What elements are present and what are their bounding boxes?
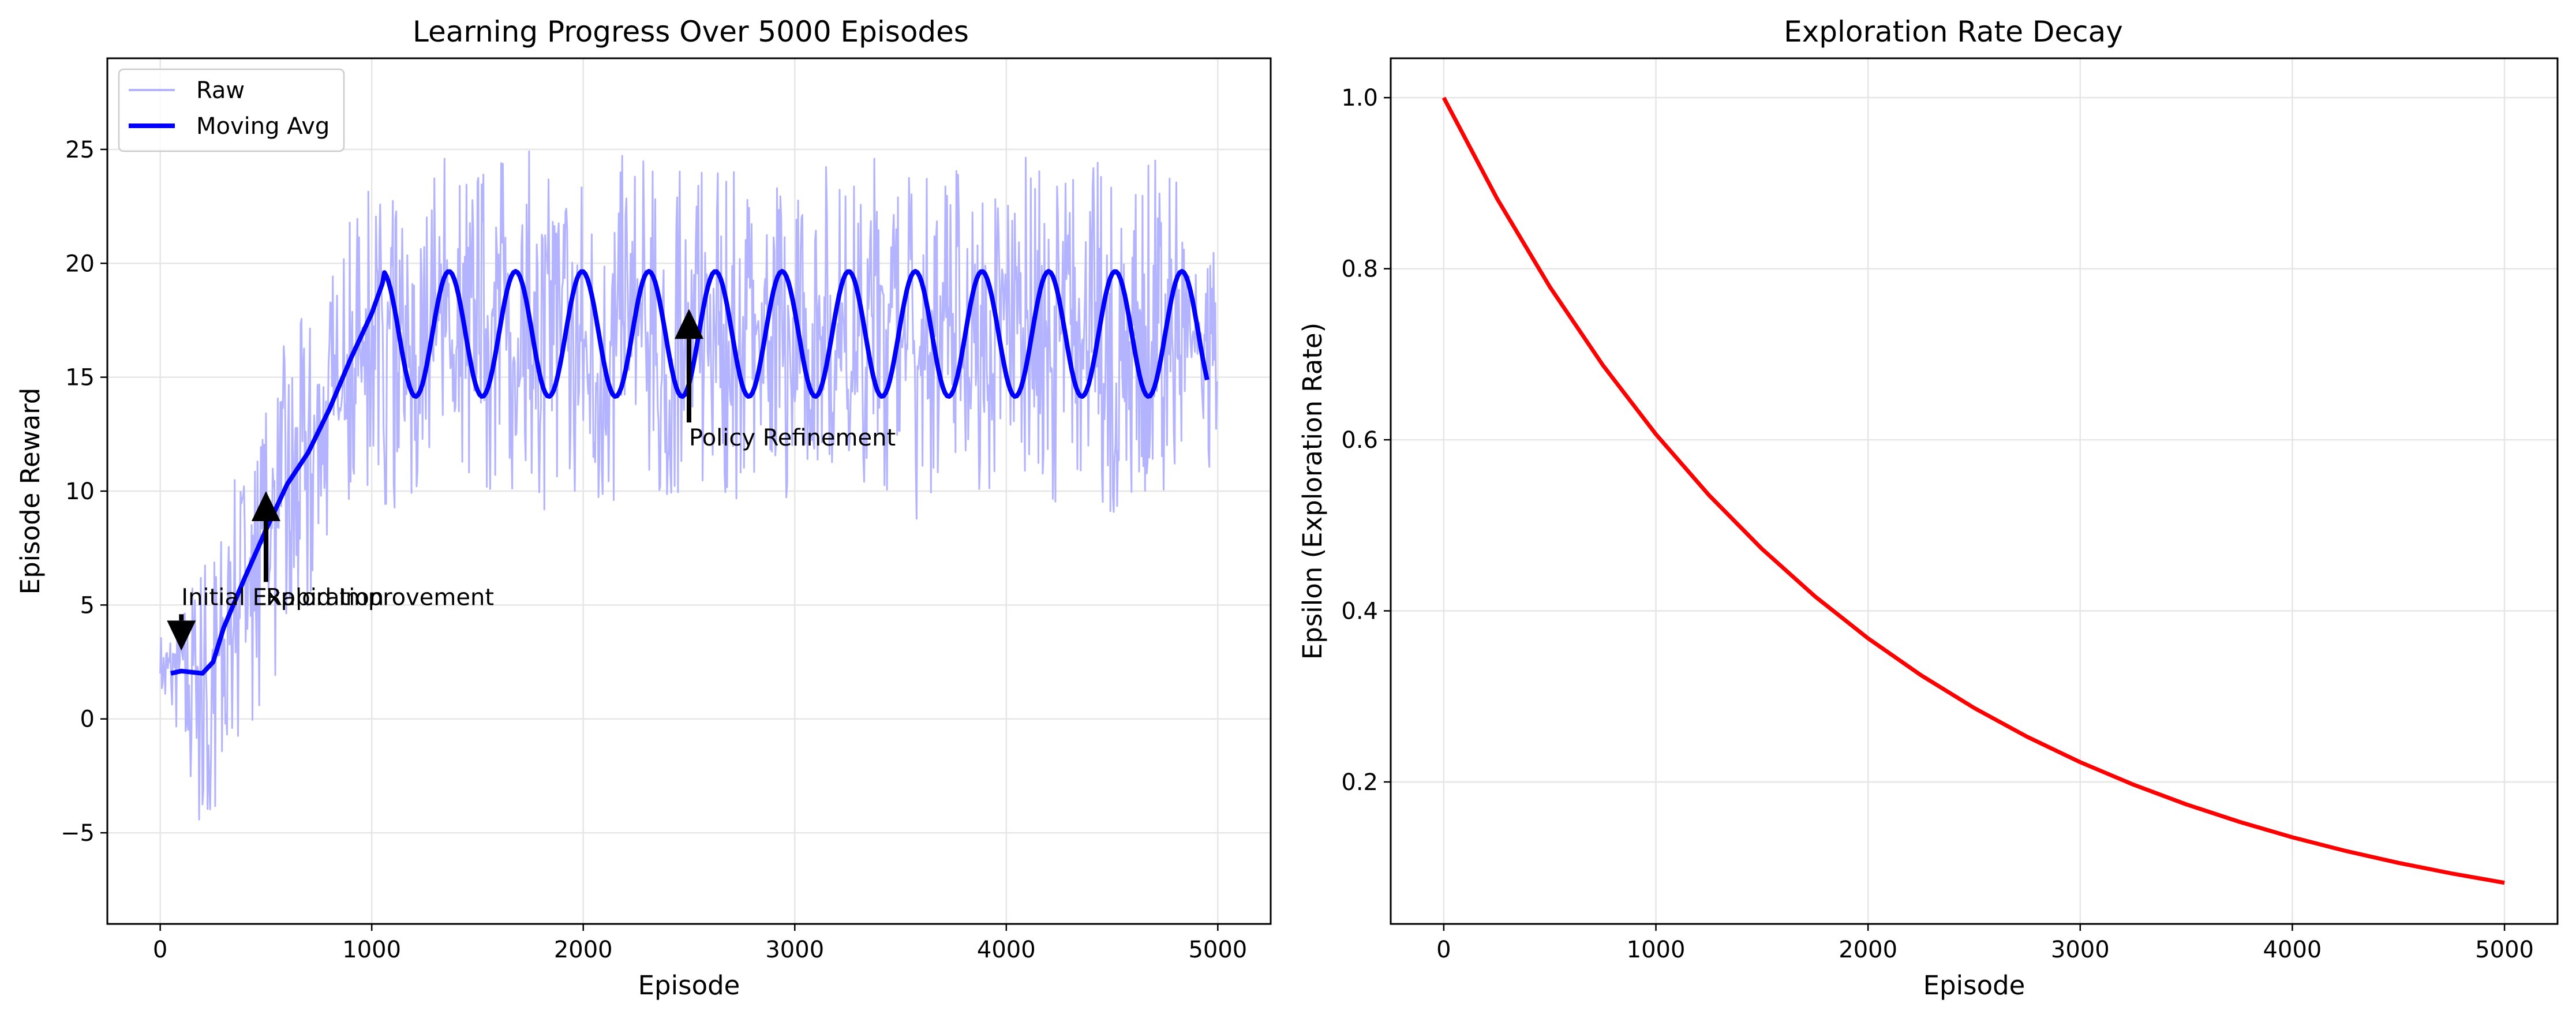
- y-axis-label: Epsilon (Exploration Rate): [1297, 323, 1328, 660]
- moving-average-line: [170, 269, 1210, 676]
- x-axis-label: Episode: [1923, 970, 2025, 1001]
- epsilon-line: [1441, 96, 2505, 885]
- legend: Raw Moving Avg: [118, 68, 345, 152]
- annotation-arrow: Initial Exploration: [167, 584, 384, 651]
- y-tick-label: 10: [65, 478, 95, 505]
- y-tick-label: 25: [65, 137, 95, 163]
- arrow-head: [251, 491, 280, 521]
- annotation-arrow: Policy Refinement: [675, 309, 896, 451]
- annotation-label: Policy Refinement: [689, 425, 896, 451]
- y-tick-label: 0.2: [1341, 769, 1378, 796]
- arrow-head: [167, 620, 196, 651]
- learning-progress-chart: Learning Progress Over 5000 Episodes Ini…: [15, 15, 1272, 1001]
- x-tick-label: 4000: [977, 937, 1036, 963]
- y-tick-label: 0.6: [1341, 427, 1378, 454]
- chart-title: Learning Progress Over 5000 Episodes: [413, 15, 969, 48]
- x-tick-label: 5000: [2475, 937, 2534, 963]
- chart-title: Exploration Rate Decay: [1784, 15, 2123, 48]
- x-axis-ticks: 0 1000 2000 3000 4000 5000: [153, 924, 1247, 963]
- y-tick-label: 20: [65, 250, 95, 277]
- x-tick-label: 0: [1436, 937, 1451, 963]
- y-axis-label: Episode Reward: [15, 388, 46, 595]
- x-tick-label: 1000: [342, 937, 401, 963]
- arrow-head: [675, 309, 703, 339]
- y-axis-ticks: −5 0 5 10 15 20 25: [61, 137, 107, 847]
- x-tick-label: 0: [153, 937, 167, 963]
- x-tick-label: 4000: [2263, 937, 2322, 963]
- x-tick-label: 2000: [554, 937, 613, 963]
- y-tick-label: 0.4: [1341, 598, 1378, 625]
- grid-lines: [1391, 58, 2558, 924]
- legend-label-moving-avg: Moving Avg: [196, 113, 330, 140]
- y-tick-label: 5: [80, 592, 95, 619]
- epsilon-series: [1441, 96, 2505, 885]
- x-tick-label: 5000: [1188, 937, 1247, 963]
- y-tick-label: 15: [65, 365, 95, 391]
- y-axis-ticks: 0.2 0.4 0.6 0.8 1.0: [1341, 85, 1391, 796]
- x-axis-label: Episode: [638, 970, 740, 1001]
- annotation-label: Initial Exploration: [181, 584, 384, 611]
- x-tick-label: 1000: [1627, 937, 1686, 963]
- y-tick-label: 0.8: [1341, 256, 1378, 283]
- x-tick-label: 3000: [2051, 937, 2110, 963]
- y-tick-label: −5: [61, 820, 95, 847]
- x-tick-label: 2000: [1839, 937, 1897, 963]
- y-tick-label: 0: [80, 706, 95, 733]
- legend-label-raw: Raw: [196, 77, 245, 104]
- legend-box: [118, 68, 345, 152]
- moving-average-series: [170, 269, 1210, 676]
- x-axis-ticks: 0 1000 2000 3000 4000 5000: [1436, 924, 2534, 963]
- plot-frame: [1390, 57, 2559, 925]
- annotation-label: Rapid Improvement: [266, 584, 494, 611]
- x-tick-label: 3000: [765, 937, 824, 963]
- y-tick-label: 1.0: [1341, 85, 1378, 111]
- exploration-rate-chart: Exploration Rate Decay 0 1000 2000 3000 4000…: [1297, 15, 2559, 1001]
- annotation-arrow: Rapid Improvement: [251, 491, 494, 611]
